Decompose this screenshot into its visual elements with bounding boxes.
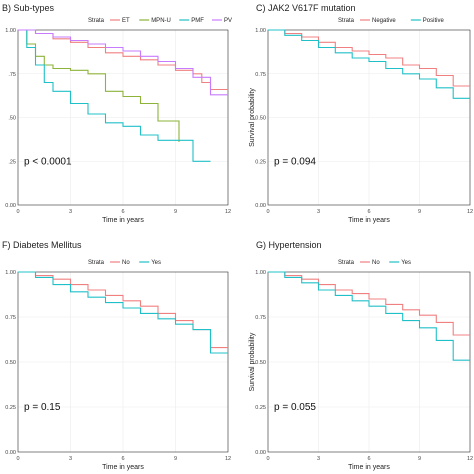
x-axis-label: Time in years: [348, 464, 390, 471]
x-tick-label: 3: [317, 209, 320, 215]
legend-label-pv: PV: [224, 18, 232, 24]
legend-label-mpn-u: MPN-U: [151, 18, 171, 24]
x-axis-label: Time in years: [102, 217, 144, 224]
chart-panel-1: B) Sub-types Strata ET MPN-U PMF PV 0.00 .25 .50…: [2, 3, 232, 224]
legend-label-no: No: [122, 260, 130, 266]
series-line-pv: [18, 29, 228, 96]
legend-title: Strata: [88, 18, 105, 24]
legend-label-et: ET: [122, 18, 130, 24]
legend-title: Strata: [338, 260, 355, 266]
x-tick-label: 3: [69, 209, 72, 215]
y-tick-label: 0.00: [255, 450, 266, 456]
p-value-label: p = 0.094: [274, 156, 316, 167]
legend-label-yes: Yes: [151, 260, 161, 266]
y-tick-label: 1.00: [5, 270, 16, 276]
x-tick-label: 12: [225, 209, 231, 215]
p-value-label: p = 0.055: [274, 402, 316, 413]
legend-label-yes: Yes: [401, 260, 411, 266]
chart-panel-3: F) Diabetes Mellitus Strata No Yes 0.00 0.25 0…: [2, 240, 231, 471]
panel-title: F) Diabetes Mellitus: [2, 240, 82, 250]
series-line-et: [18, 29, 228, 91]
x-tick-label: 9: [418, 209, 421, 215]
p-value-label: p < 0.0001: [24, 156, 72, 167]
y-tick-label: 0.75: [255, 72, 266, 78]
x-tick-label: 6: [121, 209, 124, 215]
y-tick-label: 1.00: [255, 270, 266, 276]
panel-title: G) Hypertension: [256, 240, 322, 250]
plot-border: [17, 271, 229, 453]
panel-title: B) Sub-types: [2, 3, 55, 13]
y-tick-label: .75: [8, 72, 16, 78]
plot-border: [17, 29, 229, 206]
x-tick-label: 6: [367, 456, 370, 462]
x-tick-label: 3: [317, 456, 320, 462]
x-tick-label: 12: [467, 456, 473, 462]
legend-label-positive: Positive: [423, 18, 445, 24]
series-line-positive: [268, 29, 470, 99]
y-tick-label: 0.75: [5, 315, 16, 321]
y-axis-label: Survival probability: [249, 332, 256, 391]
y-tick-label: 0.75: [255, 315, 266, 321]
x-tick-label: 12: [467, 209, 473, 215]
plot-border: [267, 271, 471, 453]
chart-panel-2: C) JAK2 V617F mutation Strata Negative Posi…: [249, 3, 473, 224]
y-tick-label: 0.00: [5, 203, 16, 209]
x-axis-label: Time in years: [348, 217, 390, 224]
legend-label-pmf: PMF: [191, 18, 204, 24]
legend-title: Strata: [338, 18, 355, 24]
series-line-pmf: [18, 29, 211, 162]
x-tick-label: 0: [266, 209, 269, 215]
x-tick-label: 0: [16, 456, 19, 462]
x-tick-label: 9: [418, 456, 421, 462]
x-tick-label: 12: [225, 456, 231, 462]
x-tick-label: 6: [121, 456, 124, 462]
y-tick-label: 0.25: [5, 405, 16, 411]
legend-label-negative: Negative: [372, 18, 396, 24]
x-tick-label: 0: [266, 456, 269, 462]
legend-label-no: No: [372, 260, 380, 266]
y-tick-label: .50: [8, 116, 16, 122]
x-tick-label: 6: [367, 209, 370, 215]
series-line-yes: [18, 271, 228, 354]
y-tick-label: 0.00: [255, 203, 266, 209]
x-tick-label: 0: [16, 209, 19, 215]
panel-title: C) JAK2 V617F mutation: [256, 3, 356, 13]
y-tick-label: 0.50: [255, 360, 266, 366]
legend-title: Strata: [88, 260, 105, 266]
x-tick-label: 9: [174, 209, 177, 215]
y-tick-label: 0.25: [255, 405, 266, 411]
y-tick-label: 1.00: [5, 28, 16, 34]
y-tick-label: 1.00: [255, 28, 266, 34]
p-value-label: p = 0.15: [24, 402, 61, 413]
y-tick-label: 0.25: [255, 159, 266, 165]
plot-border: [267, 29, 471, 206]
chart-panel-4: G) Hypertension Strata No Yes 0.00 0.25 0.50 0.…: [249, 240, 473, 471]
y-tick-label: 0.00: [5, 450, 16, 456]
x-axis-label: Time in years: [102, 464, 144, 471]
x-tick-label: 3: [69, 456, 72, 462]
x-tick-label: 9: [174, 456, 177, 462]
y-tick-label: 0.50: [5, 360, 16, 366]
series-line-yes: [268, 271, 470, 361]
y-axis-label: Survival probability: [249, 88, 256, 147]
y-tick-label: .25: [8, 159, 16, 165]
y-tick-label: 0.50: [255, 116, 266, 122]
